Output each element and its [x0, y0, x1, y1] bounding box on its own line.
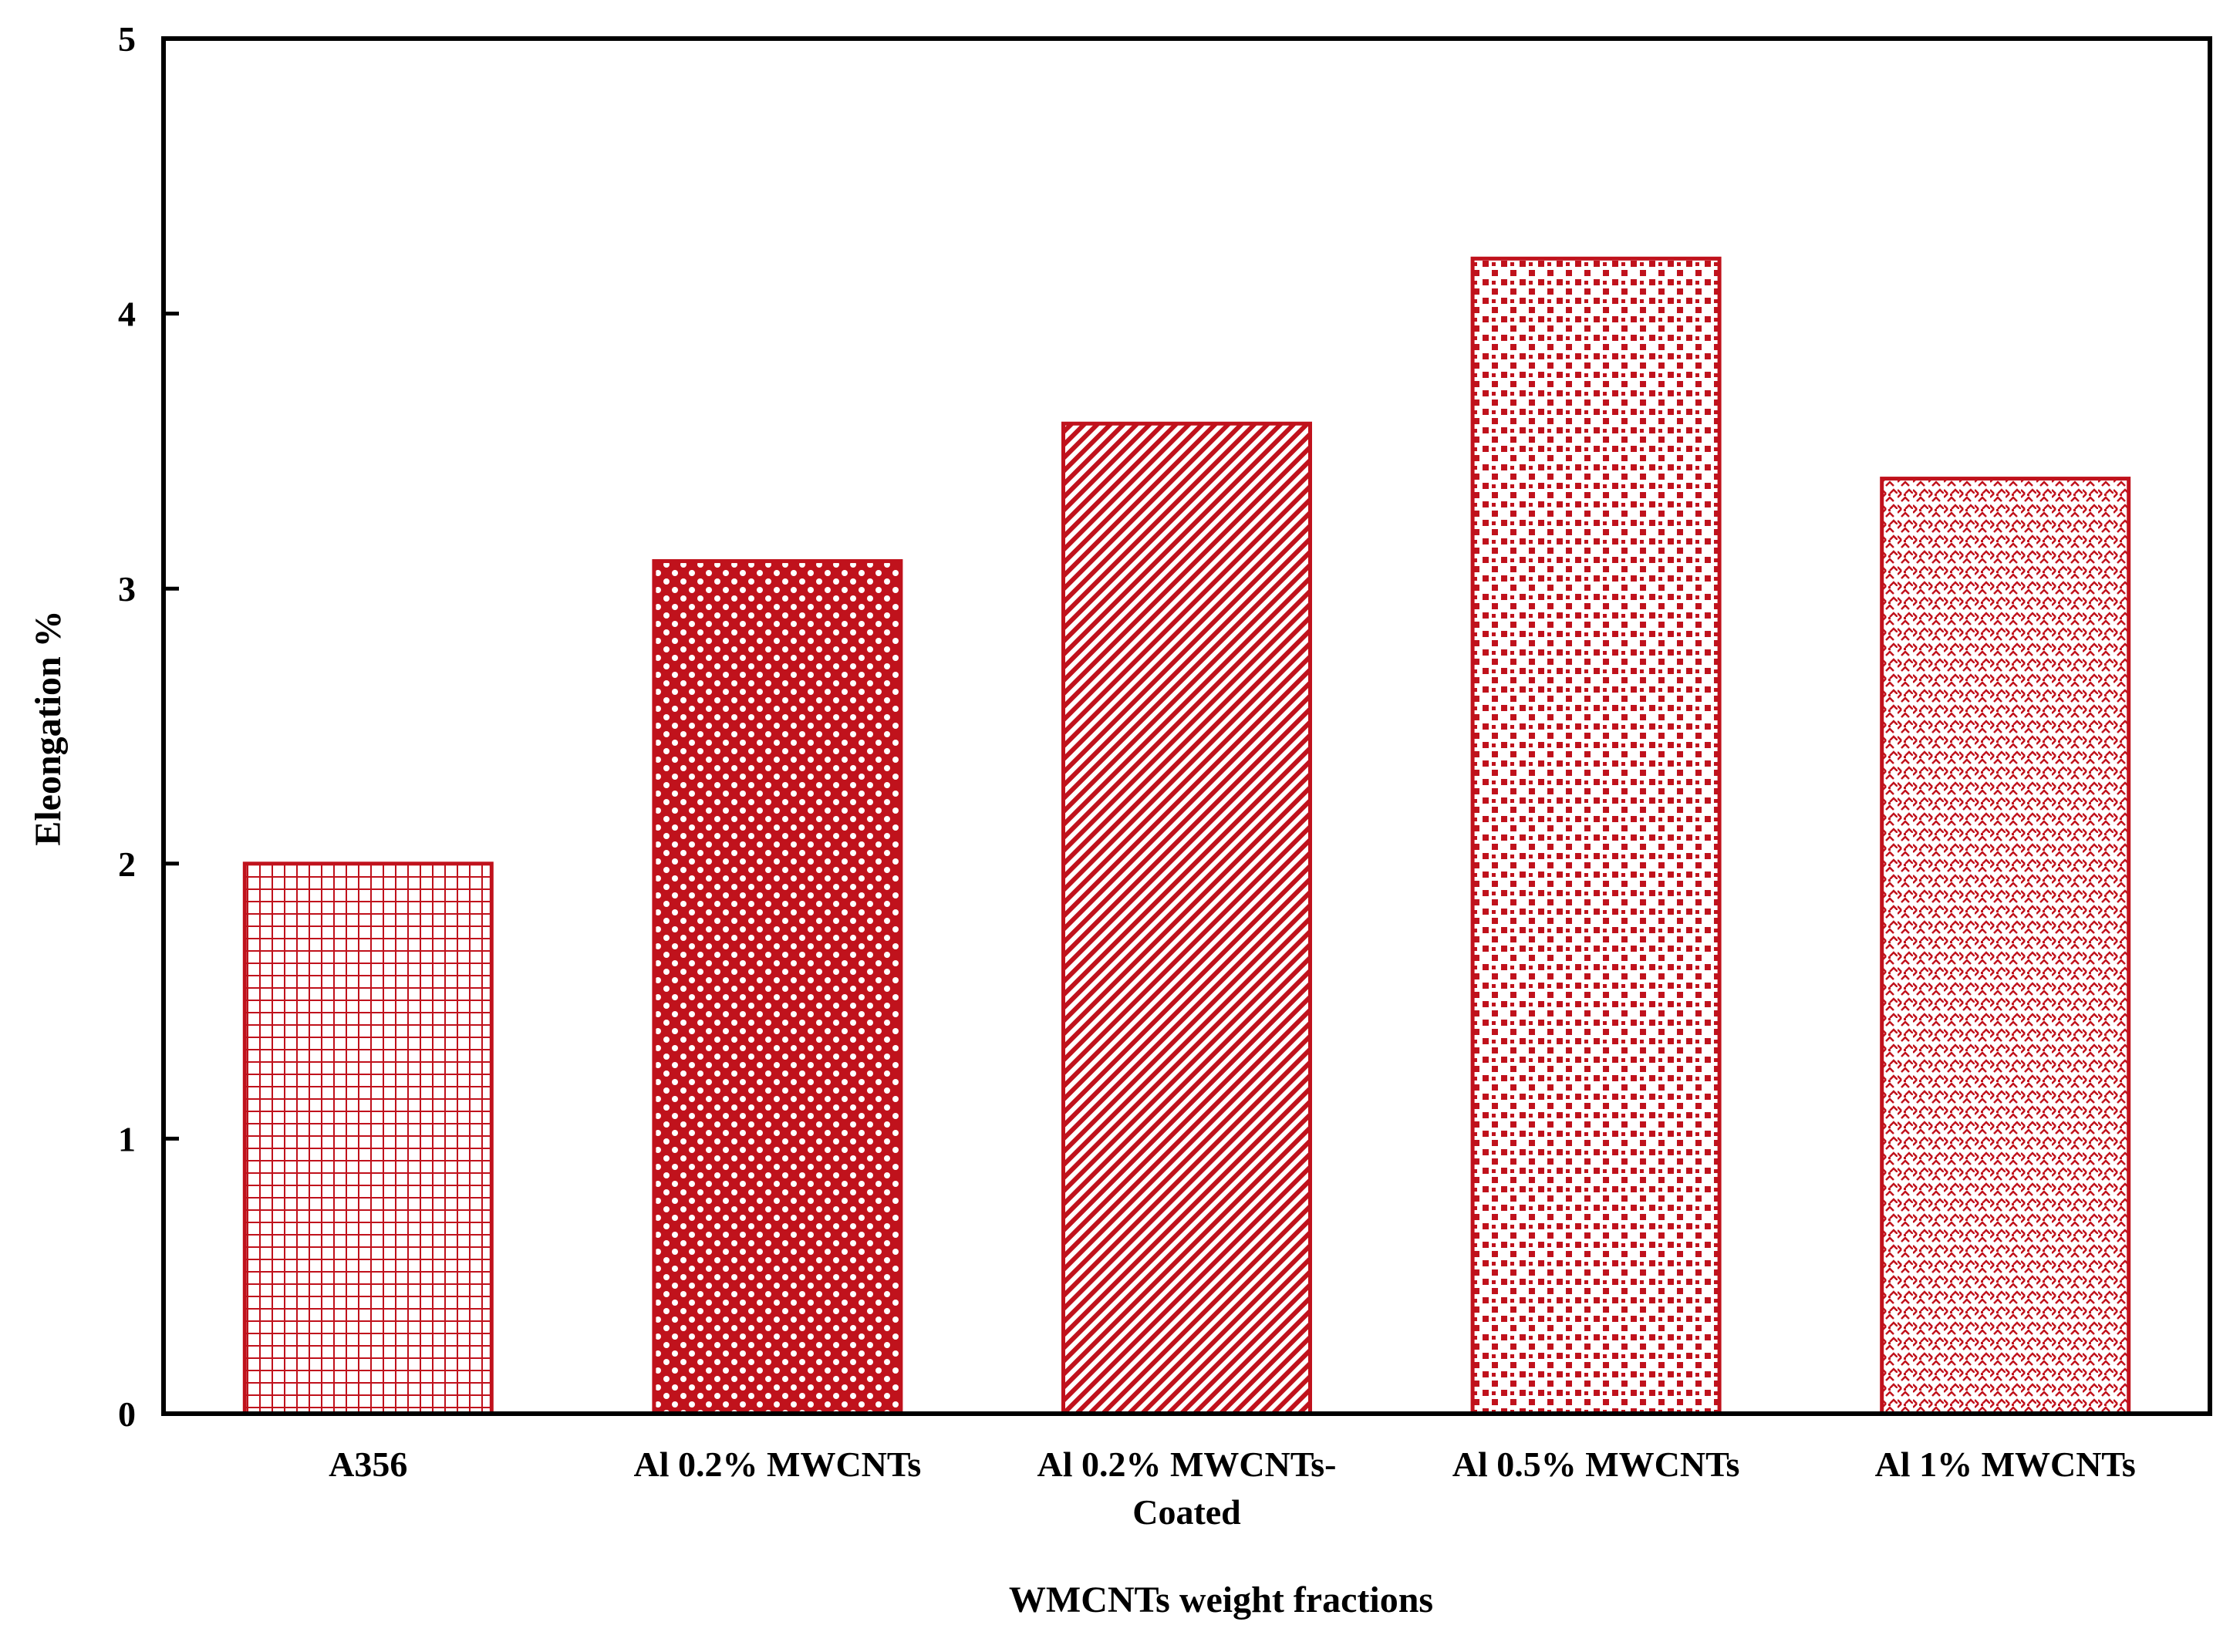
x-tick-label: A356	[329, 1445, 407, 1484]
x-tick-label: Coated	[1132, 1492, 1241, 1532]
y-tick-label: 5	[118, 19, 136, 59]
y-tick-label: 3	[118, 569, 136, 609]
bar-5	[1880, 477, 2131, 1416]
y-tick-label: 4	[118, 295, 136, 334]
x-tick-label: Al 1% MWCNTs	[1875, 1445, 2136, 1484]
plot-frame	[161, 36, 2212, 1416]
bar-1	[242, 861, 494, 1416]
bar-4	[1470, 256, 1722, 1416]
bar-2	[652, 559, 903, 1416]
y-axis-title: Eleongation %	[28, 610, 69, 845]
x-tick-label: Al 0.5% MWCNTs	[1452, 1445, 1740, 1484]
x-tick-label: Al 0.2% MWCNTs	[634, 1445, 922, 1484]
bar-3	[1061, 421, 1312, 1416]
y-tick-label: 0	[118, 1394, 136, 1434]
x-tick-label: Al 0.2% MWCNTs-	[1037, 1445, 1336, 1484]
x-axis-title: WMCNTs weight fractions	[1009, 1580, 1433, 1620]
y-tick-label: 2	[118, 845, 136, 884]
y-tick-label: 1	[118, 1119, 136, 1158]
plot-area: A356 Al 0.2% MWCNTs Al 0.2% MWCNTs- Coated A…	[118, 19, 2212, 1532]
